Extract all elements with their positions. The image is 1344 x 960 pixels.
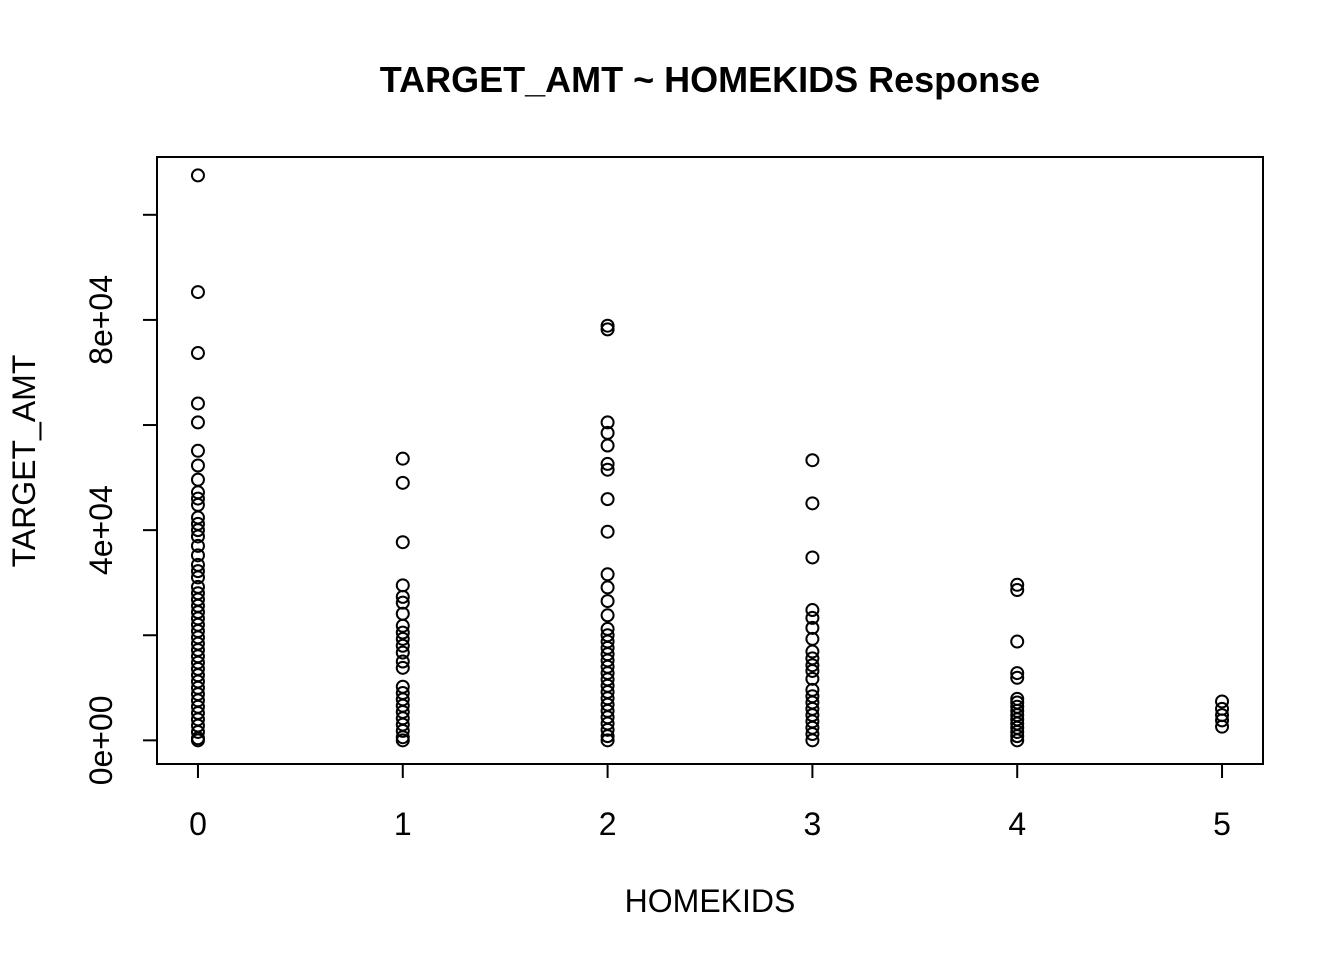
data-point — [1010, 733, 1025, 748]
y-tick-label: 8e+04 — [83, 275, 119, 365]
data-point — [190, 523, 205, 538]
data-point — [1010, 634, 1025, 649]
data-point — [1215, 719, 1230, 734]
data-point — [1010, 583, 1025, 598]
data-point — [1010, 670, 1025, 685]
data-point — [600, 594, 615, 609]
data-point — [190, 443, 205, 458]
data-point — [600, 567, 615, 582]
data-point — [190, 168, 205, 183]
chart-title: TARGET_AMT ~ HOMEKIDS Response — [380, 59, 1040, 100]
x-axis: 0 1 2 3 4 5 — [189, 763, 1231, 842]
data-point — [600, 580, 615, 595]
data-point — [395, 618, 410, 633]
data-point — [190, 733, 205, 748]
y-axis: 0e+00 4e+04 8e+04 — [83, 213, 158, 785]
data-point — [600, 415, 615, 430]
data-point — [190, 548, 205, 563]
data-point — [395, 645, 410, 660]
x-axis-label: HOMEKIDS — [625, 883, 796, 919]
x-tick-label: 2 — [599, 806, 617, 842]
data-point — [1010, 729, 1025, 744]
x-tick-label: 4 — [1008, 806, 1026, 842]
data-point — [395, 625, 410, 640]
data-point — [190, 724, 205, 739]
data-point — [600, 733, 615, 748]
data-point — [805, 727, 820, 742]
data-point — [600, 492, 615, 507]
data-point — [600, 462, 615, 477]
data-point — [190, 538, 205, 553]
data-point — [395, 631, 410, 646]
data-point — [1010, 577, 1025, 592]
plot-frame — [156, 156, 1264, 765]
x-tick-label: 5 — [1213, 806, 1231, 842]
data-point — [805, 603, 820, 618]
x-tick-label: 1 — [394, 806, 412, 842]
data-point — [600, 722, 615, 737]
data-point — [805, 663, 820, 678]
x-tick-label: 0 — [189, 806, 207, 842]
x-tick-label: 3 — [804, 806, 822, 842]
data-point — [190, 472, 205, 487]
data-point — [395, 451, 410, 466]
data-point — [600, 729, 615, 744]
data-point — [190, 529, 205, 544]
data-point — [805, 658, 820, 673]
data-point — [600, 438, 615, 453]
data-point — [395, 660, 410, 675]
data-point — [190, 458, 205, 473]
data-point — [1010, 724, 1025, 739]
data-point — [1215, 694, 1230, 709]
data-point — [805, 644, 820, 659]
data-point — [1010, 666, 1025, 681]
data-point — [190, 491, 205, 506]
data-point — [190, 564, 205, 579]
data-point — [1215, 713, 1230, 728]
data-point — [190, 570, 205, 585]
data-point — [600, 608, 615, 623]
data-point — [395, 723, 410, 738]
y-tick-label: 0e+00 — [83, 695, 119, 785]
data-points — [190, 168, 1230, 748]
data-point — [805, 550, 820, 565]
data-point — [395, 733, 410, 748]
data-point — [395, 638, 410, 653]
data-point — [805, 733, 820, 748]
y-axis-label: TARGET_AMT — [6, 355, 42, 568]
data-point — [395, 654, 410, 669]
data-point — [395, 475, 410, 490]
data-point — [600, 456, 615, 471]
data-point — [190, 346, 205, 361]
data-point — [600, 524, 615, 539]
data-point — [805, 496, 820, 511]
data-point — [190, 415, 205, 430]
data-point — [190, 285, 205, 300]
data-point — [805, 610, 820, 625]
data-point — [395, 578, 410, 593]
data-point — [805, 453, 820, 468]
data-point — [600, 322, 615, 337]
data-point — [395, 589, 410, 604]
y-tick-label: 4e+04 — [83, 485, 119, 575]
data-point — [600, 318, 615, 333]
data-point — [395, 535, 410, 550]
data-point — [190, 396, 205, 411]
